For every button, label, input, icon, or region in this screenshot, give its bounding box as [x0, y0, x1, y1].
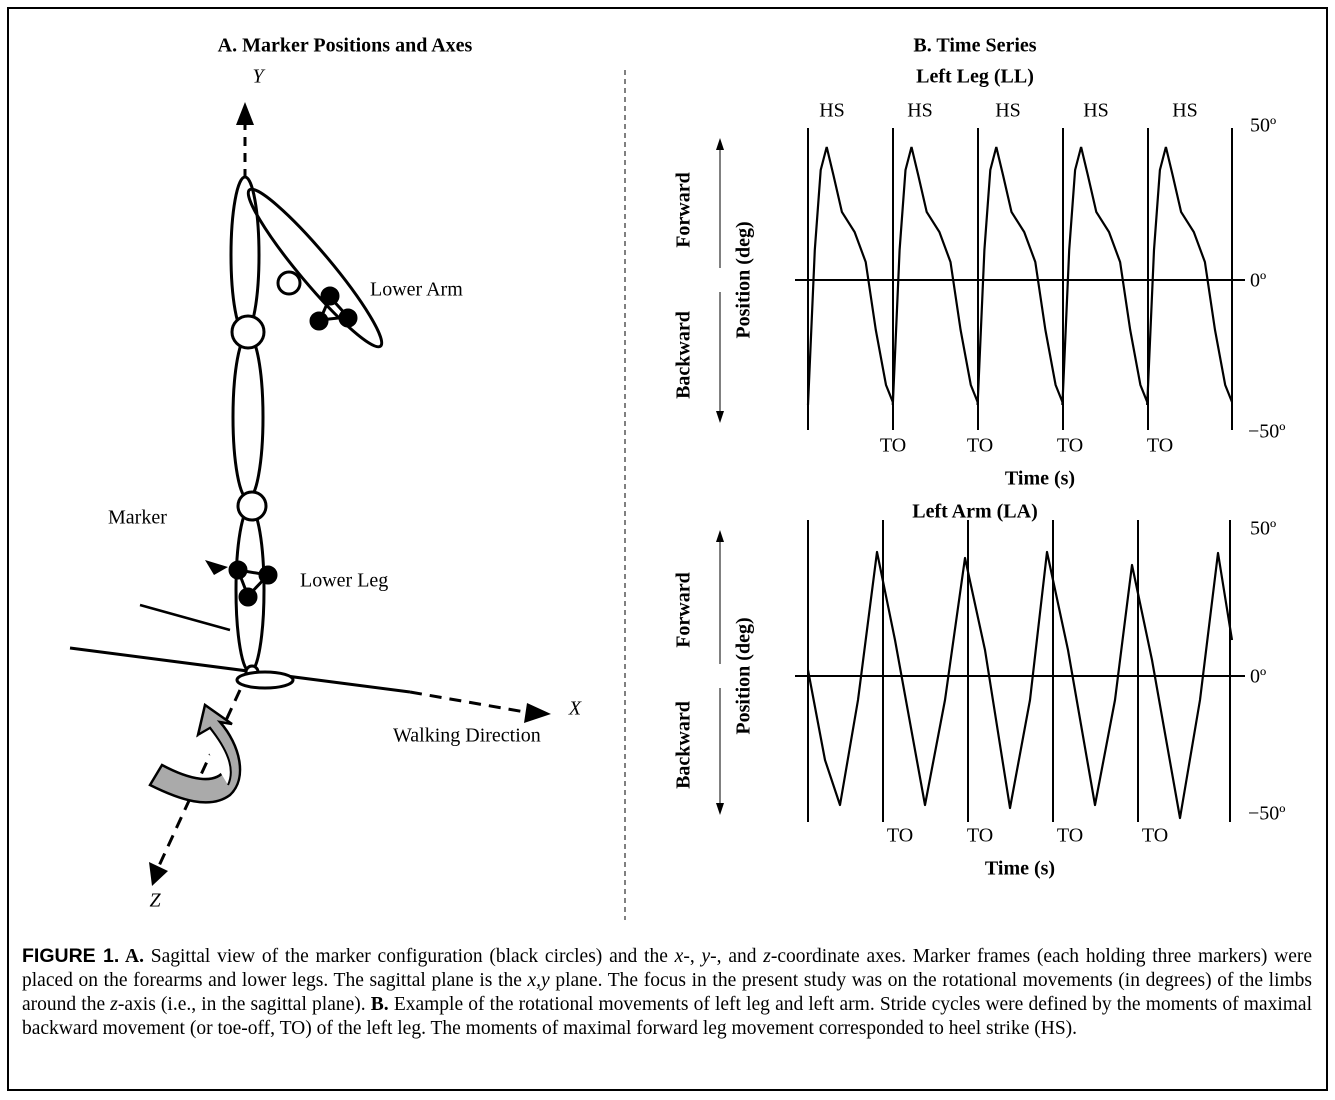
- markers: [228, 286, 358, 607]
- to-label: TO: [880, 435, 906, 457]
- rotation-arrow: [148, 702, 242, 804]
- arm-trace: [806, 550, 1234, 820]
- arrowhead: [716, 411, 724, 423]
- chart-title: Left Leg (LL): [916, 66, 1034, 88]
- x-label: Time (s): [985, 858, 1055, 880]
- joints: [230, 270, 302, 690]
- caption-part: B.: [370, 994, 389, 1015]
- caption-part: z: [110, 994, 118, 1015]
- caption-part: -, and: [710, 946, 764, 967]
- to-label: TO: [887, 825, 913, 847]
- charts: Left Leg (LL) HS HS HS HS HS TO TO TO TO 50º 0º −50º…: [673, 66, 1286, 880]
- hs-label: HS: [907, 100, 933, 122]
- scale-label: 50º: [1250, 115, 1276, 137]
- to-label: TO: [967, 825, 993, 847]
- arrowheads: [149, 102, 551, 886]
- rotation-arrow-face: [197, 726, 232, 786]
- scale-label: −50º: [1248, 803, 1285, 825]
- caption-part: A.: [119, 946, 144, 967]
- scale-label: 0º: [1250, 270, 1266, 292]
- panel-title: B. Time Series: [913, 35, 1036, 57]
- hs-label: HS: [1172, 100, 1198, 122]
- caption: FIGURE 1. A. Sagittal view of the marker…: [22, 944, 1312, 1041]
- caption-part: Sagittal view of the marker configuratio…: [143, 946, 675, 967]
- scale-label: −50º: [1248, 421, 1285, 443]
- caption-part: -,: [683, 946, 702, 967]
- to-label: TO: [1147, 435, 1173, 457]
- skeleton: [69, 122, 526, 869]
- arrowhead: [716, 803, 724, 815]
- hs-label: HS: [1083, 100, 1109, 122]
- caption-part: x: [674, 946, 684, 967]
- backward-label: Backward: [673, 311, 695, 399]
- axis-label: X: [568, 698, 582, 720]
- to-label: TO: [967, 435, 993, 457]
- y-label: Position (deg): [733, 617, 755, 734]
- label: Lower Arm: [370, 279, 463, 301]
- forward-label: Forward: [673, 172, 695, 248]
- caption-part: z: [763, 946, 771, 967]
- caption-part: y: [701, 946, 711, 967]
- caption-part: -axis (i.e., in the sagittal plane).: [117, 994, 371, 1015]
- x-label: Time (s): [1005, 468, 1075, 490]
- chart-title: Left Arm (LA): [912, 501, 1038, 523]
- arrowhead: [716, 530, 724, 542]
- caption-part: -coordinate axes. Marker frames (each ho…: [22, 946, 1312, 991]
- panel-title: A. Marker Positions and Axes: [218, 35, 473, 57]
- caption-part: plane. The focus in the present study wa…: [22, 970, 1312, 1015]
- caption-part: Example of the rotational movements of l…: [22, 994, 1312, 1039]
- caption-part: x,y: [527, 970, 550, 991]
- backward-label: Backward: [673, 701, 695, 789]
- hs-label: HS: [995, 100, 1021, 122]
- caption-part: FIGURE 1.: [22, 945, 120, 967]
- leg-trace: [806, 146, 1234, 406]
- scale-label: 0º: [1250, 666, 1266, 688]
- to-label: TO: [1057, 825, 1083, 847]
- axis-label: Y: [252, 66, 265, 88]
- axis-label: Z: [149, 890, 161, 912]
- forward-label: Forward: [673, 572, 695, 648]
- to-label: TO: [1142, 825, 1168, 847]
- label: Walking Direction: [393, 725, 541, 747]
- scale-label: 50º: [1250, 518, 1276, 540]
- frame: [7, 7, 1328, 1091]
- label: Lower Leg: [300, 570, 388, 592]
- to-label: TO: [1057, 435, 1083, 457]
- y-label: Position (deg): [733, 221, 755, 338]
- label: Marker: [108, 507, 167, 529]
- hs-label: HS: [819, 100, 845, 122]
- arrowhead: [716, 138, 724, 150]
